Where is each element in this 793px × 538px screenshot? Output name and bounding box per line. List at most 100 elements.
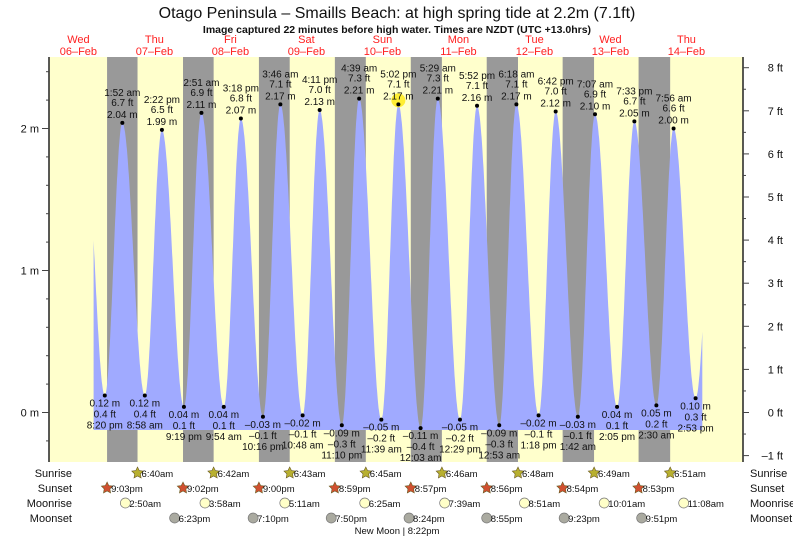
sunset-icon — [404, 481, 418, 494]
moonrise-icon — [439, 497, 451, 509]
high-tide-m: 2.16 m — [462, 93, 493, 104]
low-tide-time: 8:58 am — [127, 420, 163, 431]
moonset-row-label-right: Moonset — [750, 513, 792, 525]
low-tide-point — [418, 426, 423, 431]
day-label: Wed — [67, 34, 89, 46]
high-tide-ft: 7.3 ft — [427, 74, 449, 85]
low-tide-time: 2:53 pm — [678, 423, 714, 434]
right-tick-label: 8 ft — [768, 63, 783, 75]
sunrise-icon — [435, 466, 449, 479]
sunrise-time: 6:48am — [522, 469, 554, 480]
low-tide-ft: 0.1 ft — [173, 421, 195, 432]
sunset-icon — [252, 481, 266, 494]
high-tide-time: 4:11 pm — [302, 75, 337, 86]
low-tide-m: 0.12 m — [89, 398, 120, 409]
high-tide-time: 6:18 am — [498, 69, 534, 80]
moonrise-time: 6:25am — [369, 499, 401, 510]
axes: Wed06–FebThu07–FebFri08–FebSat09–FebSun1… — [21, 34, 783, 463]
day-label: Tue — [525, 34, 544, 46]
high-tide-time: 3:18 pm — [223, 84, 259, 95]
low-tide-m: 0.12 m — [130, 398, 161, 409]
right-tick-label: 7 ft — [768, 106, 783, 118]
low-tide-point — [693, 396, 698, 401]
low-tide-time: 11:10 pm — [321, 450, 362, 461]
moonrise-icon — [279, 497, 291, 509]
moonset-row-label: Moonset — [30, 513, 72, 525]
high-tide-point — [553, 109, 558, 114]
low-tide-point — [102, 393, 107, 398]
day-label: Fri — [224, 34, 237, 46]
high-tide-ft: 7.0 ft — [545, 86, 567, 97]
high-tide-time: 1:52 am — [104, 88, 140, 99]
high-tide-ft: 6.9 ft — [584, 89, 606, 100]
right-tick-label: 3 ft — [768, 278, 783, 290]
low-tide-ft: –0.3 ft — [328, 439, 356, 450]
date-label: 11–Feb — [440, 46, 477, 58]
moonrise-time: 2:50am — [129, 499, 161, 510]
low-tide-ft: 0.4 ft — [94, 409, 116, 420]
moonrise-time: 11:08am — [688, 499, 724, 510]
high-tide-m: 2.11 m — [187, 100, 217, 111]
sunrise-time: 6:45am — [370, 469, 402, 480]
day-label: Sun — [373, 34, 393, 46]
sunset-time: 9:02pm — [187, 484, 219, 495]
sunrise-time: 6:43am — [294, 469, 326, 480]
high-tide-time: 7:33 pm — [616, 86, 652, 97]
right-tick-label: 4 ft — [768, 235, 783, 247]
low-tide-ft: –0.1 ft — [249, 431, 277, 442]
low-tide-m: 0.04 m — [208, 410, 239, 421]
low-tide-time: 12:53 am — [478, 450, 520, 461]
low-tide-time: 1:42 am — [560, 442, 596, 453]
low-tide-ft: –0.2 ft — [367, 434, 395, 445]
low-tide-m: –0.03 m — [560, 420, 596, 431]
high-tide-time: 7:56 am — [656, 94, 692, 105]
high-tide-ft: 6.6 ft — [662, 104, 684, 115]
moonrise-icon — [678, 497, 690, 509]
high-tide-ft: 6.7 ft — [111, 98, 133, 109]
date-label: 09–Feb — [288, 46, 325, 58]
high-tide-time: 2:22 pm — [144, 95, 180, 106]
date-label: 13–Feb — [592, 46, 629, 58]
high-tide-point — [159, 127, 164, 132]
sunrise-icon — [131, 466, 144, 479]
sunrise-icon — [663, 466, 677, 479]
low-tide-time: 10:48 am — [282, 440, 324, 451]
moonrise-time: 8:51am — [528, 499, 560, 510]
low-tide-time: 2:30 am — [638, 430, 674, 441]
high-tide-point — [357, 96, 362, 101]
low-tide-time: 12:29 pm — [439, 445, 481, 456]
high-tide-m: 2.21 m — [344, 86, 375, 97]
sunrise-time: 6:51am — [674, 469, 706, 480]
moonset-time: 6:23pm — [179, 514, 211, 525]
high-tide-m: 2.12 m — [540, 98, 571, 109]
low-tide-ft: –0.4 ft — [407, 442, 435, 453]
current-tide-marker — [391, 93, 406, 108]
high-tide-m: 2.17 m — [501, 91, 532, 102]
low-tide-m: –0.03 m — [245, 420, 281, 431]
sunrise-row-label-right: Sunrise — [750, 468, 787, 480]
low-tide-ft: –0.1 ft — [525, 429, 553, 440]
high-tide-time: 5:29 am — [420, 64, 456, 75]
moonset-icon — [325, 512, 337, 524]
high-tide-time: 3:46 am — [262, 69, 298, 80]
low-tide-point — [300, 413, 305, 418]
day-label: Thu — [677, 34, 696, 46]
low-tide-ft: 0.1 ft — [213, 421, 235, 432]
high-tide-ft: 7.1 ft — [505, 79, 527, 90]
sunset-time: 8:54pm — [567, 484, 599, 495]
low-tide-point — [379, 417, 384, 422]
low-tide-m: –0.09 m — [324, 428, 360, 439]
tide-area — [93, 98, 703, 430]
high-tide-ft: 7.1 ft — [269, 79, 291, 90]
sunrise-icon — [283, 466, 297, 479]
moon-phase: New Moon | 8:22pm — [355, 526, 440, 537]
high-tide-point — [514, 102, 519, 107]
moonset-time: 7:50pm — [335, 514, 367, 525]
sunset-time: 8:53pm — [643, 484, 675, 495]
low-tide-m: –0.05 m — [442, 423, 478, 434]
sunrise-icon — [511, 466, 525, 479]
sun-moon-rows: Sunrise Sunrise 6:40am 6:42am 6:43am 6:45am 6:… — [27, 466, 793, 525]
moonrise-row-label: Moonrise — [27, 498, 72, 510]
sunrise-time: 6:46am — [446, 469, 478, 480]
